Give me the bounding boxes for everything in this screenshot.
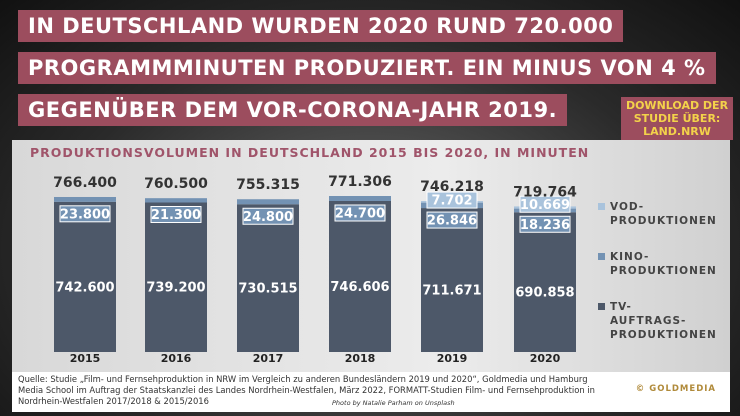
bar-segment (54, 201, 116, 352)
value-label: 18.236 (520, 218, 570, 233)
bar-segment (145, 198, 207, 203)
headline: PROGRAMMMINUTEN PRODUZIERT. EIN MINUS VO… (18, 52, 716, 84)
chart-title: PRODUKTIONSVOLUMEN IN DEUTSCHLAND 2015 B… (30, 145, 590, 160)
bar-segment (514, 212, 576, 352)
bar-segment (421, 208, 483, 352)
value-label: 23.800 (60, 207, 110, 222)
value-label: 746.606 (330, 280, 389, 295)
value-label: 690.858 (515, 286, 574, 301)
bar-segment (54, 196, 116, 202)
value-label-box (242, 207, 294, 225)
legend-swatch (598, 203, 605, 210)
total-label: 746.218 (420, 179, 484, 195)
value-label: 10.669 (520, 198, 570, 213)
value-label: 711.671 (422, 284, 481, 299)
x-tick-label: 2017 (253, 352, 284, 365)
x-tick-label: 2015 (70, 352, 101, 365)
headline: IN DEUTSCHLAND WURDEN 2020 RUND 720.000 (18, 10, 624, 42)
bar-segment (329, 196, 391, 201)
source: Quelle: Studie „Film- und Fernsehprodukt… (18, 374, 595, 406)
value-label-box (59, 205, 111, 223)
x-tick-label: 2016 (161, 352, 192, 365)
photo-credit: Photo by Natalie Parham on Unsplash (332, 399, 455, 407)
headline: GEGENÜBER DEM VOR-CORONA-JAHR 2019. (18, 94, 568, 126)
value-label: 739.200 (146, 281, 205, 296)
legend-label: KINO-PRODUKTIONEN (610, 251, 717, 277)
x-tick-label: 2020 (530, 352, 561, 365)
value-label: 742.600 (55, 280, 114, 295)
legend-swatch (598, 253, 605, 260)
total-label: 755.315 (236, 177, 300, 193)
value-label-box (334, 204, 386, 222)
total-label: 719.764 (513, 184, 577, 200)
bar-segment (237, 199, 299, 205)
value-label: 7.702 (431, 194, 472, 209)
legend-label: TV-AUFTRAGS-PRODUKTIONEN (610, 301, 717, 341)
bar-segment (145, 202, 207, 352)
value-label-box (150, 205, 202, 223)
total-label: 760.500 (144, 176, 208, 192)
value-label: 24.800 (243, 210, 293, 225)
value-label: 21.300 (151, 208, 201, 223)
total-label: 766.400 (53, 175, 117, 191)
value-label-box (519, 195, 571, 213)
bar-segment (329, 200, 391, 352)
download-link[interactable]: DOWNLOAD DER STUDIE ÜBER: LAND.NRW (621, 97, 733, 140)
value-label: 26.846 (427, 214, 477, 229)
value-label-box (426, 191, 478, 209)
x-tick-label: 2018 (345, 352, 376, 365)
value-label-box (519, 215, 571, 233)
total-label: 771.306 (328, 174, 392, 190)
bar-segment (237, 204, 299, 352)
x-tick-label: 2019 (437, 352, 468, 365)
footer: Quelle: Studie „Film- und Fernsehprodukt… (12, 372, 730, 412)
legend-swatch (598, 303, 605, 310)
copyright: © GOLDMEDIA (635, 384, 716, 394)
value-label: 24.700 (335, 206, 385, 221)
value-label-box (426, 211, 478, 229)
value-label: 730.515 (238, 282, 297, 297)
legend-label: VOD-PRODUKTIONEN (610, 201, 717, 227)
